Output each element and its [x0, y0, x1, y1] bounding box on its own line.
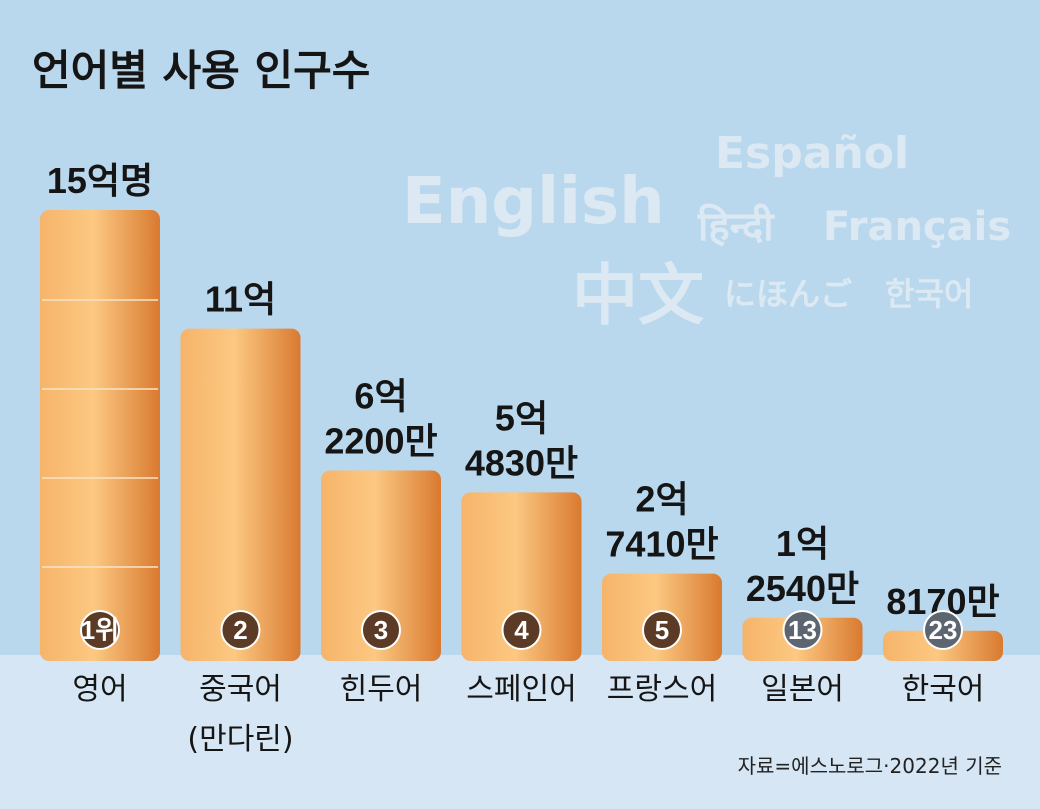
deco-word-english: English [402, 165, 665, 239]
value-label-4-line-2: 4830만 [465, 442, 578, 483]
value-label-5-line-2: 7410만 [605, 524, 718, 565]
value-label-3-line-2: 2200만 [324, 420, 437, 461]
rank-badge-3 [361, 610, 401, 650]
decorative-language-words: English Español हिन्दी Français 中文 にほんご … [402, 128, 1011, 334]
bar-1 [40, 210, 160, 661]
rank-label-1: 1위 [81, 615, 119, 645]
bar-4 [461, 492, 582, 661]
source-note: 자료=에스노로그·2022년 기준 [738, 754, 1002, 778]
rank-badge-6 [782, 610, 823, 650]
rank-label-5: 5 [655, 615, 669, 645]
category-label-7: 한국어 [902, 672, 985, 707]
value-label-3-line-1: 6억 [354, 375, 407, 416]
rank-badge-5 [642, 610, 682, 650]
deco-word-japanese: にほんご [724, 275, 852, 313]
rank-badge-7 [923, 610, 963, 650]
rank-label-3: 3 [374, 615, 388, 645]
rank-label-6: 13 [788, 615, 817, 645]
chart-title: 언어별 사용 인구수 [32, 46, 370, 95]
rank-badge-group: 1위 2 3 4 5 13 23 [80, 610, 963, 650]
rank-badge-4 [501, 610, 542, 650]
deco-word-espanol: Español [715, 128, 909, 179]
value-label-6-line-2: 2540만 [746, 568, 859, 609]
deco-word-korean: 한국어 [885, 275, 973, 313]
bar-2 [180, 328, 301, 661]
value-label-1: 15억명 [47, 160, 153, 201]
deco-word-francais: Français [823, 204, 1011, 250]
category-label-1: 영어 [72, 672, 127, 707]
rank-label-2: 2 [233, 615, 247, 645]
deco-word-chinese: 中文 [572, 257, 704, 334]
rank-badge-2 [220, 610, 261, 650]
rank-badge-1 [80, 610, 120, 650]
category-label-4: 스페인어 [466, 672, 576, 707]
category-label-group: 영어 중국어 (만다린) 힌두어 스페인어 프랑스어 일본어 한국어 [72, 672, 984, 757]
category-label-5: 프랑스어 [607, 672, 717, 707]
value-label-2: 11억 [205, 279, 276, 320]
rank-label-7: 23 [929, 615, 958, 645]
category-label-2-line-2: (만다린) [187, 722, 293, 757]
category-label-3: 힌두어 [340, 672, 423, 707]
rank-label-4: 4 [514, 615, 529, 645]
baseline-band [0, 655, 1040, 809]
category-label-2-line-1: 중국어 [199, 672, 282, 707]
bar-3 [321, 470, 441, 661]
category-label-6: 일본어 [761, 672, 844, 707]
value-label-4-line-1: 5억 [495, 397, 548, 438]
value-label-5-line-1: 2억 [635, 479, 688, 520]
value-label-6-line-1: 1억 [776, 523, 829, 564]
deco-word-hindi: हिन्दी [697, 203, 775, 250]
